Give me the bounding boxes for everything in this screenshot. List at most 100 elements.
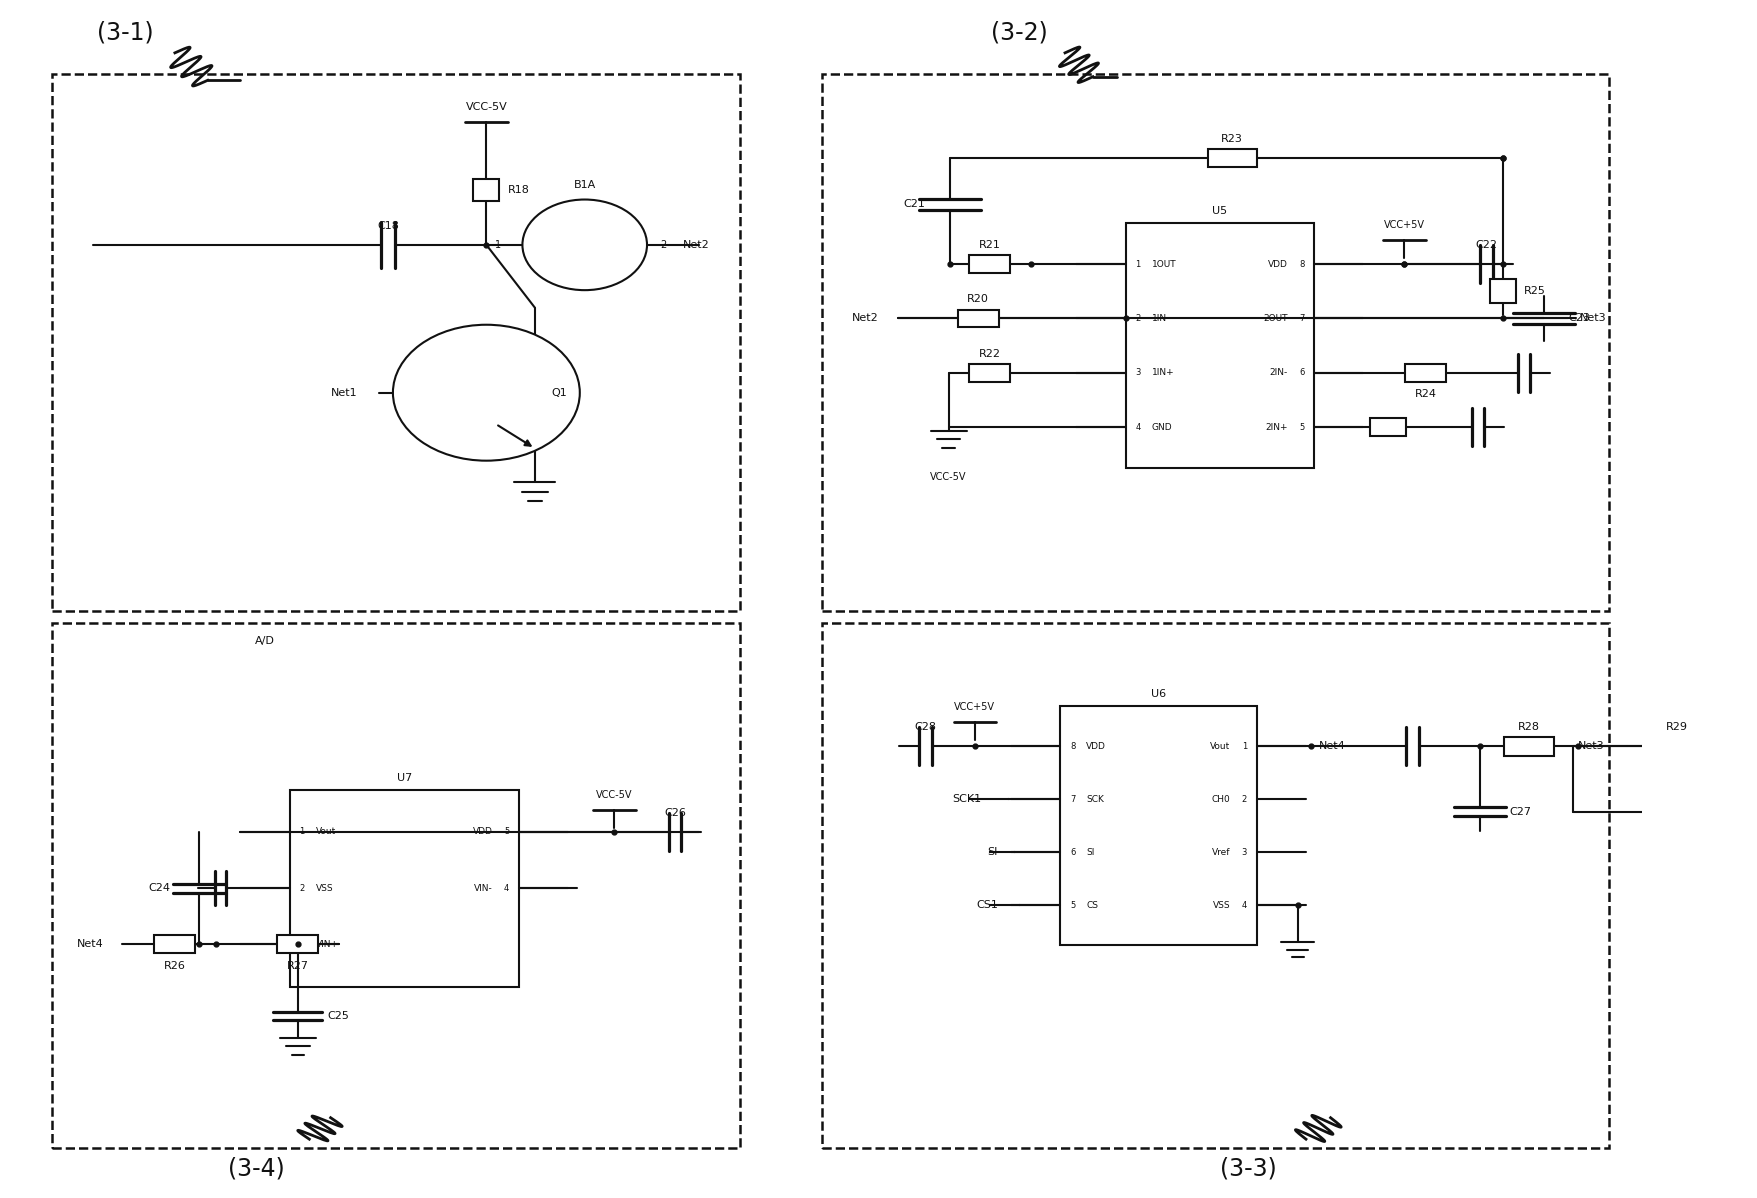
Text: C25: C25 xyxy=(327,1011,350,1021)
Text: SCK: SCK xyxy=(1086,794,1103,804)
Bar xyxy=(1504,737,1553,756)
Text: Vout: Vout xyxy=(316,828,336,836)
Bar xyxy=(1126,223,1314,468)
Text: 5: 5 xyxy=(1298,423,1304,431)
Text: VIN-: VIN- xyxy=(474,884,494,893)
Text: 2: 2 xyxy=(1242,794,1247,804)
Bar xyxy=(473,180,499,201)
Text: 3: 3 xyxy=(299,940,306,949)
Text: R22: R22 xyxy=(979,349,1001,358)
Text: U5: U5 xyxy=(1212,206,1228,217)
Text: Vref: Vref xyxy=(1212,847,1230,857)
Text: C27: C27 xyxy=(1509,806,1532,817)
Text: Net4: Net4 xyxy=(1320,742,1346,751)
Text: C22: C22 xyxy=(1476,240,1497,250)
Text: C18: C18 xyxy=(378,220,399,231)
Bar xyxy=(53,623,740,1148)
Text: U6: U6 xyxy=(1151,689,1167,700)
Text: 6: 6 xyxy=(1298,368,1304,377)
Text: CS1: CS1 xyxy=(975,900,998,910)
Polygon shape xyxy=(1652,782,1734,841)
Text: 8: 8 xyxy=(1298,260,1304,268)
Text: 3: 3 xyxy=(1242,847,1247,857)
Text: C21: C21 xyxy=(903,200,926,210)
Text: 6: 6 xyxy=(1070,847,1075,857)
Text: R18: R18 xyxy=(508,184,529,195)
Text: 7: 7 xyxy=(1070,794,1075,804)
Bar xyxy=(1652,737,1701,756)
Text: (3-1): (3-1) xyxy=(97,20,155,44)
Bar xyxy=(53,74,740,611)
Text: SI: SI xyxy=(987,847,998,857)
Text: R26: R26 xyxy=(163,961,186,970)
Text: R23: R23 xyxy=(1221,134,1244,144)
Text: 2IN+: 2IN+ xyxy=(1265,423,1288,431)
Bar xyxy=(1490,279,1516,303)
Text: 4: 4 xyxy=(1242,901,1247,909)
Text: 5: 5 xyxy=(504,828,510,836)
Text: R29: R29 xyxy=(1666,722,1687,732)
Text: (3-2): (3-2) xyxy=(991,20,1047,44)
Text: 1: 1 xyxy=(495,240,501,250)
Text: 1: 1 xyxy=(1242,742,1247,751)
Text: Net2: Net2 xyxy=(852,314,878,323)
Text: VCC-5V: VCC-5V xyxy=(596,789,633,800)
Text: Net3: Net3 xyxy=(1580,314,1606,323)
Text: 1: 1 xyxy=(1135,260,1140,268)
Text: 2: 2 xyxy=(661,240,666,250)
Text: C23: C23 xyxy=(1569,314,1590,323)
Text: VIN+: VIN+ xyxy=(316,940,339,949)
Text: Vout: Vout xyxy=(1211,742,1230,751)
Text: 3: 3 xyxy=(1135,368,1140,377)
Text: 4: 4 xyxy=(504,884,510,893)
Text: R24: R24 xyxy=(1414,389,1437,399)
Text: VDD: VDD xyxy=(1269,260,1288,268)
Bar xyxy=(822,74,1609,611)
Bar xyxy=(970,364,1010,382)
Text: R28: R28 xyxy=(1518,722,1539,732)
Circle shape xyxy=(394,325,580,461)
Text: 2OUT: 2OUT xyxy=(1263,314,1288,323)
Text: (3-3): (3-3) xyxy=(1221,1157,1277,1181)
Text: C24: C24 xyxy=(148,883,170,894)
Bar xyxy=(155,936,195,954)
Bar xyxy=(278,936,318,954)
Text: SI: SI xyxy=(1086,847,1095,857)
Text: B1A: B1A xyxy=(573,180,596,190)
Text: A/D: A/D xyxy=(255,636,276,646)
Text: 7: 7 xyxy=(1298,314,1304,323)
Circle shape xyxy=(522,200,647,290)
Text: R21: R21 xyxy=(979,240,1000,250)
Text: VDD: VDD xyxy=(473,828,494,836)
Bar xyxy=(1207,149,1256,167)
Text: (3-4): (3-4) xyxy=(228,1157,285,1181)
Text: VSS: VSS xyxy=(1212,901,1230,909)
Text: 2: 2 xyxy=(299,884,304,893)
Text: 1IN-: 1IN- xyxy=(1153,314,1170,323)
Text: Net1: Net1 xyxy=(330,388,357,398)
Text: VSS: VSS xyxy=(316,884,334,893)
Text: Net3: Net3 xyxy=(1578,742,1604,751)
Text: CH0: CH0 xyxy=(1212,794,1230,804)
Bar xyxy=(958,309,998,327)
Text: 1: 1 xyxy=(299,828,304,836)
Text: Net2: Net2 xyxy=(683,240,710,250)
Text: VCC+5V: VCC+5V xyxy=(1385,219,1425,230)
Text: C28: C28 xyxy=(915,722,936,732)
Text: VCC-5V: VCC-5V xyxy=(466,102,508,111)
Text: R27: R27 xyxy=(286,961,309,970)
Text: 1IN+: 1IN+ xyxy=(1153,368,1174,377)
Text: 2: 2 xyxy=(1135,314,1140,323)
Text: Q1: Q1 xyxy=(552,388,568,398)
Text: 2IN-: 2IN- xyxy=(1270,368,1288,377)
Text: R20: R20 xyxy=(966,295,989,304)
Text: U7: U7 xyxy=(397,773,413,782)
Text: 5: 5 xyxy=(1070,901,1075,909)
Bar xyxy=(1406,364,1446,382)
Text: R25: R25 xyxy=(1523,286,1546,296)
Text: VCC-5V: VCC-5V xyxy=(931,472,966,482)
Text: C26: C26 xyxy=(664,807,685,818)
Bar xyxy=(1059,707,1256,945)
Text: 4: 4 xyxy=(1135,423,1140,431)
Text: GND: GND xyxy=(1153,423,1172,431)
